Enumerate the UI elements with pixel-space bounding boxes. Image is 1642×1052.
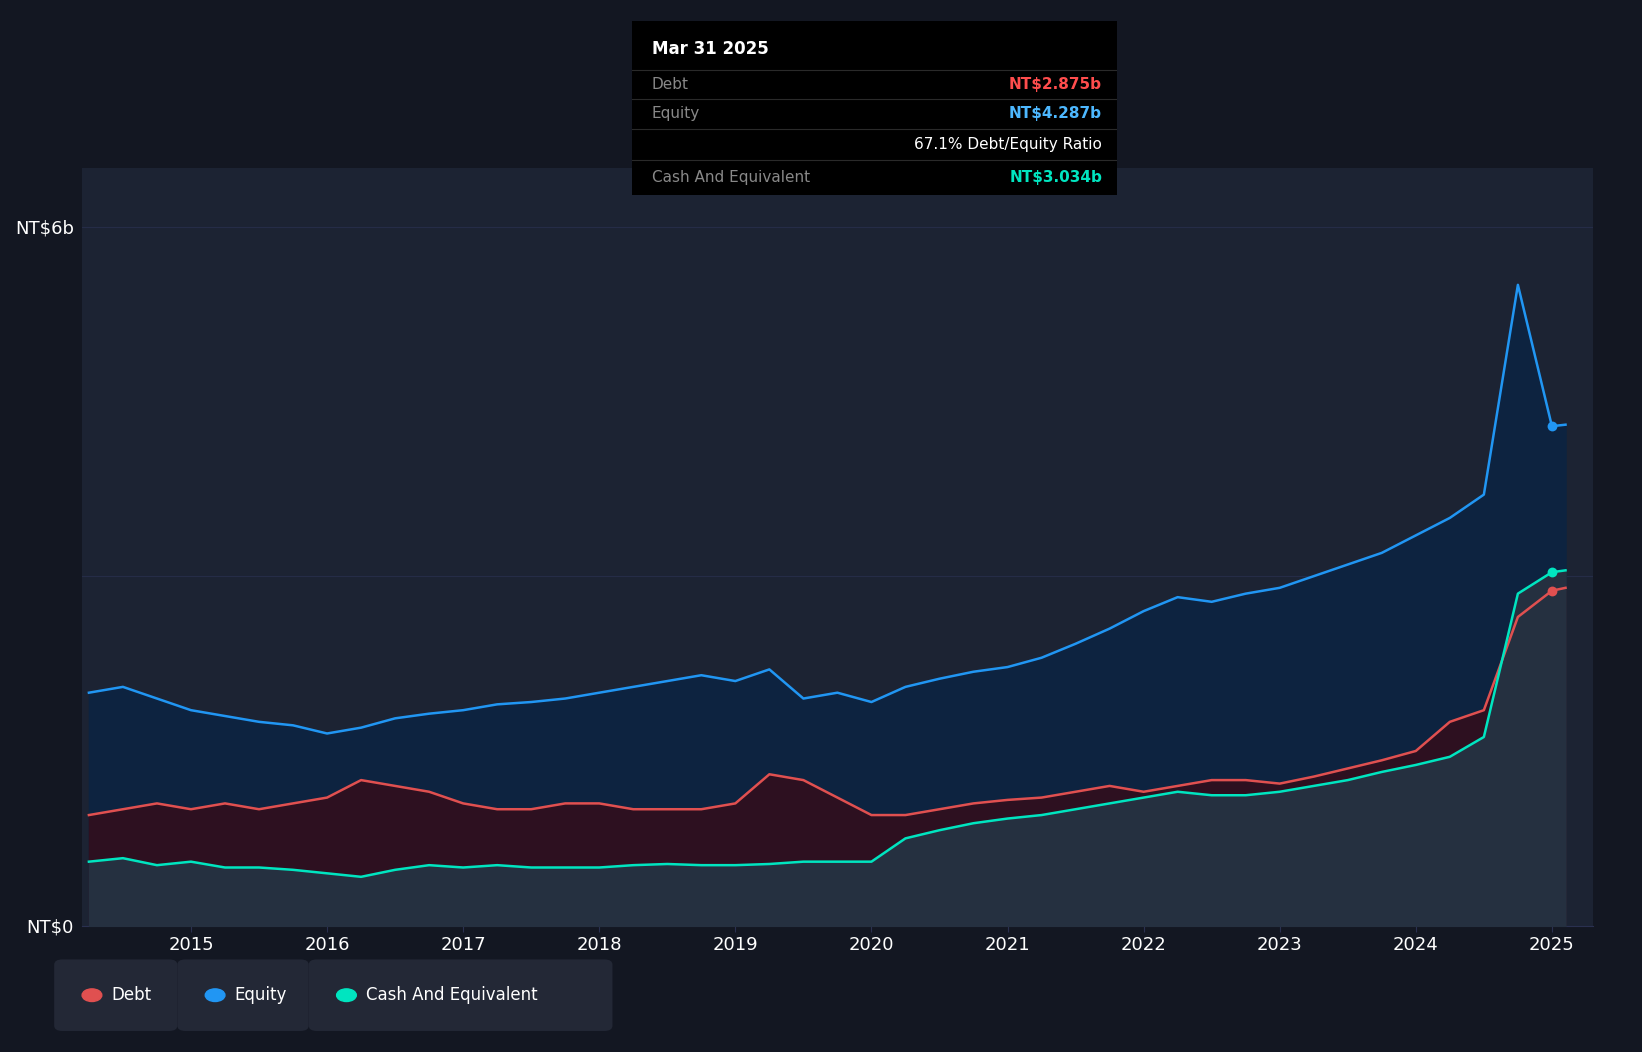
Point xyxy=(1539,564,1565,581)
Text: Equity: Equity xyxy=(235,986,287,1005)
Text: NT$4.287b: NT$4.287b xyxy=(1010,106,1102,121)
Text: NT$3.034b: NT$3.034b xyxy=(1010,169,1102,185)
Text: Debt: Debt xyxy=(652,77,688,92)
Text: Cash And Equivalent: Cash And Equivalent xyxy=(366,986,539,1005)
Text: 67.1% Debt/Equity Ratio: 67.1% Debt/Equity Ratio xyxy=(915,137,1102,151)
Point xyxy=(1539,418,1565,434)
Text: NT$2.875b: NT$2.875b xyxy=(1010,77,1102,92)
Text: Equity: Equity xyxy=(652,106,699,121)
Text: Mar 31 2025: Mar 31 2025 xyxy=(652,40,768,58)
Text: Debt: Debt xyxy=(112,986,151,1005)
Text: Cash And Equivalent: Cash And Equivalent xyxy=(652,169,810,185)
Point xyxy=(1539,583,1565,600)
